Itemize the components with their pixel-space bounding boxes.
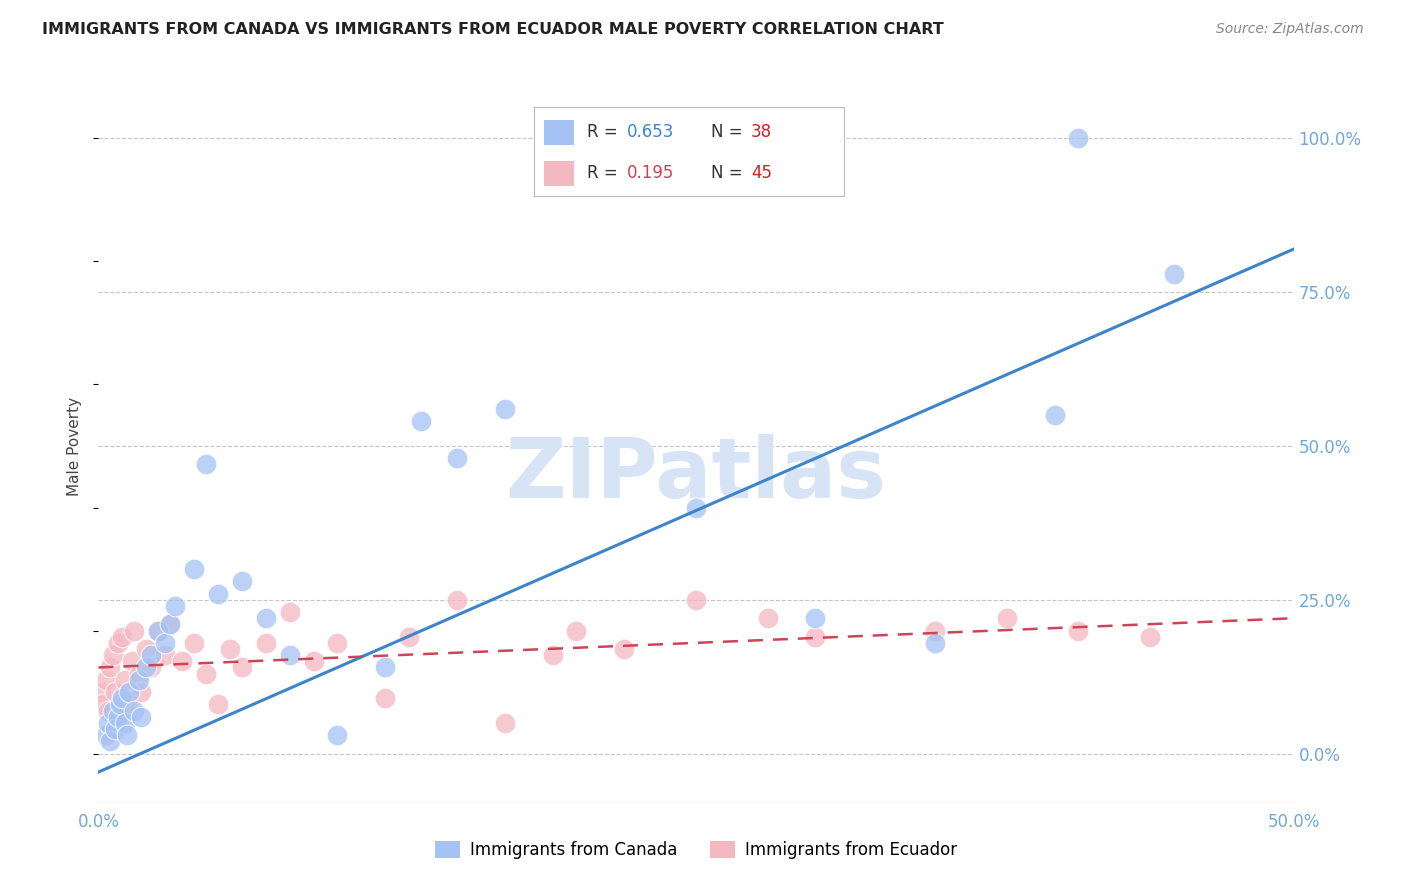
- Point: [231, 574, 253, 589]
- Point: [541, 648, 564, 662]
- Point: [148, 624, 170, 638]
- Point: [183, 562, 205, 576]
- Point: [131, 685, 153, 699]
- Point: [231, 660, 253, 674]
- Text: N =: N =: [710, 123, 742, 141]
- Point: [613, 642, 636, 657]
- Point: [101, 704, 124, 718]
- Point: [97, 715, 120, 730]
- Point: [148, 624, 170, 638]
- Point: [685, 592, 707, 607]
- Bar: [544, 120, 575, 145]
- Point: [398, 630, 420, 644]
- Point: [183, 636, 205, 650]
- Point: [111, 630, 134, 644]
- Point: [207, 587, 229, 601]
- Point: [565, 624, 588, 638]
- Text: N =: N =: [710, 164, 742, 182]
- Point: [135, 642, 157, 657]
- Point: [104, 685, 127, 699]
- Point: [114, 673, 136, 687]
- Point: [374, 691, 396, 706]
- Text: R =: R =: [586, 164, 617, 182]
- Y-axis label: Male Poverty: Male Poverty: [67, 396, 83, 496]
- Point: [107, 709, 129, 723]
- Point: [565, 162, 588, 177]
- Point: [115, 698, 138, 712]
- Point: [118, 685, 141, 699]
- Point: [115, 728, 138, 742]
- Text: ZIPatlas: ZIPatlas: [506, 434, 886, 515]
- Text: IMMIGRANTS FROM CANADA VS IMMIGRANTS FROM ECUADOR MALE POVERTY CORRELATION CHART: IMMIGRANTS FROM CANADA VS IMMIGRANTS FRO…: [42, 22, 943, 37]
- Point: [104, 722, 127, 736]
- Point: [302, 654, 325, 668]
- Point: [446, 592, 468, 607]
- Point: [159, 617, 181, 632]
- Point: [374, 660, 396, 674]
- Point: [254, 611, 277, 625]
- Point: [1139, 630, 1161, 644]
- Point: [128, 666, 150, 681]
- Point: [94, 728, 117, 742]
- Point: [194, 458, 218, 472]
- Point: [108, 709, 131, 723]
- Point: [114, 715, 136, 730]
- Point: [1067, 624, 1090, 638]
- Point: [995, 611, 1018, 625]
- Point: [98, 734, 122, 748]
- Point: [124, 624, 146, 638]
- Point: [278, 648, 301, 662]
- Point: [1043, 409, 1066, 423]
- Point: [924, 636, 946, 650]
- Point: [128, 673, 150, 687]
- Point: [163, 599, 186, 613]
- Text: Source: ZipAtlas.com: Source: ZipAtlas.com: [1216, 22, 1364, 37]
- Point: [278, 605, 301, 619]
- Point: [90, 685, 112, 699]
- Point: [411, 414, 433, 428]
- Point: [101, 648, 124, 662]
- Legend: Immigrants from Canada, Immigrants from Ecuador: Immigrants from Canada, Immigrants from …: [427, 834, 965, 866]
- Point: [135, 660, 157, 674]
- Point: [108, 698, 131, 712]
- Point: [494, 402, 516, 417]
- Point: [131, 709, 153, 723]
- Point: [326, 728, 349, 742]
- Point: [685, 500, 707, 515]
- Point: [124, 704, 146, 718]
- Point: [756, 611, 779, 625]
- Text: 0.195: 0.195: [627, 164, 675, 182]
- Point: [804, 611, 827, 625]
- Text: 0.653: 0.653: [627, 123, 675, 141]
- Point: [804, 630, 827, 644]
- Point: [139, 648, 162, 662]
- Point: [924, 624, 946, 638]
- Point: [159, 617, 181, 632]
- Point: [91, 698, 114, 712]
- Point: [326, 636, 349, 650]
- Point: [194, 666, 218, 681]
- Point: [219, 642, 242, 657]
- Point: [139, 660, 162, 674]
- Point: [98, 660, 122, 674]
- Text: 38: 38: [751, 123, 772, 141]
- Text: 45: 45: [751, 164, 772, 182]
- Point: [121, 654, 143, 668]
- Point: [1067, 131, 1090, 145]
- Point: [1163, 267, 1185, 281]
- Point: [207, 698, 229, 712]
- Point: [97, 704, 120, 718]
- Bar: [544, 161, 575, 186]
- Point: [111, 691, 134, 706]
- Point: [254, 636, 277, 650]
- Point: [172, 654, 194, 668]
- Point: [107, 636, 129, 650]
- Point: [155, 648, 177, 662]
- Point: [94, 673, 117, 687]
- Point: [494, 715, 516, 730]
- Point: [446, 451, 468, 466]
- Text: R =: R =: [586, 123, 617, 141]
- Point: [155, 636, 177, 650]
